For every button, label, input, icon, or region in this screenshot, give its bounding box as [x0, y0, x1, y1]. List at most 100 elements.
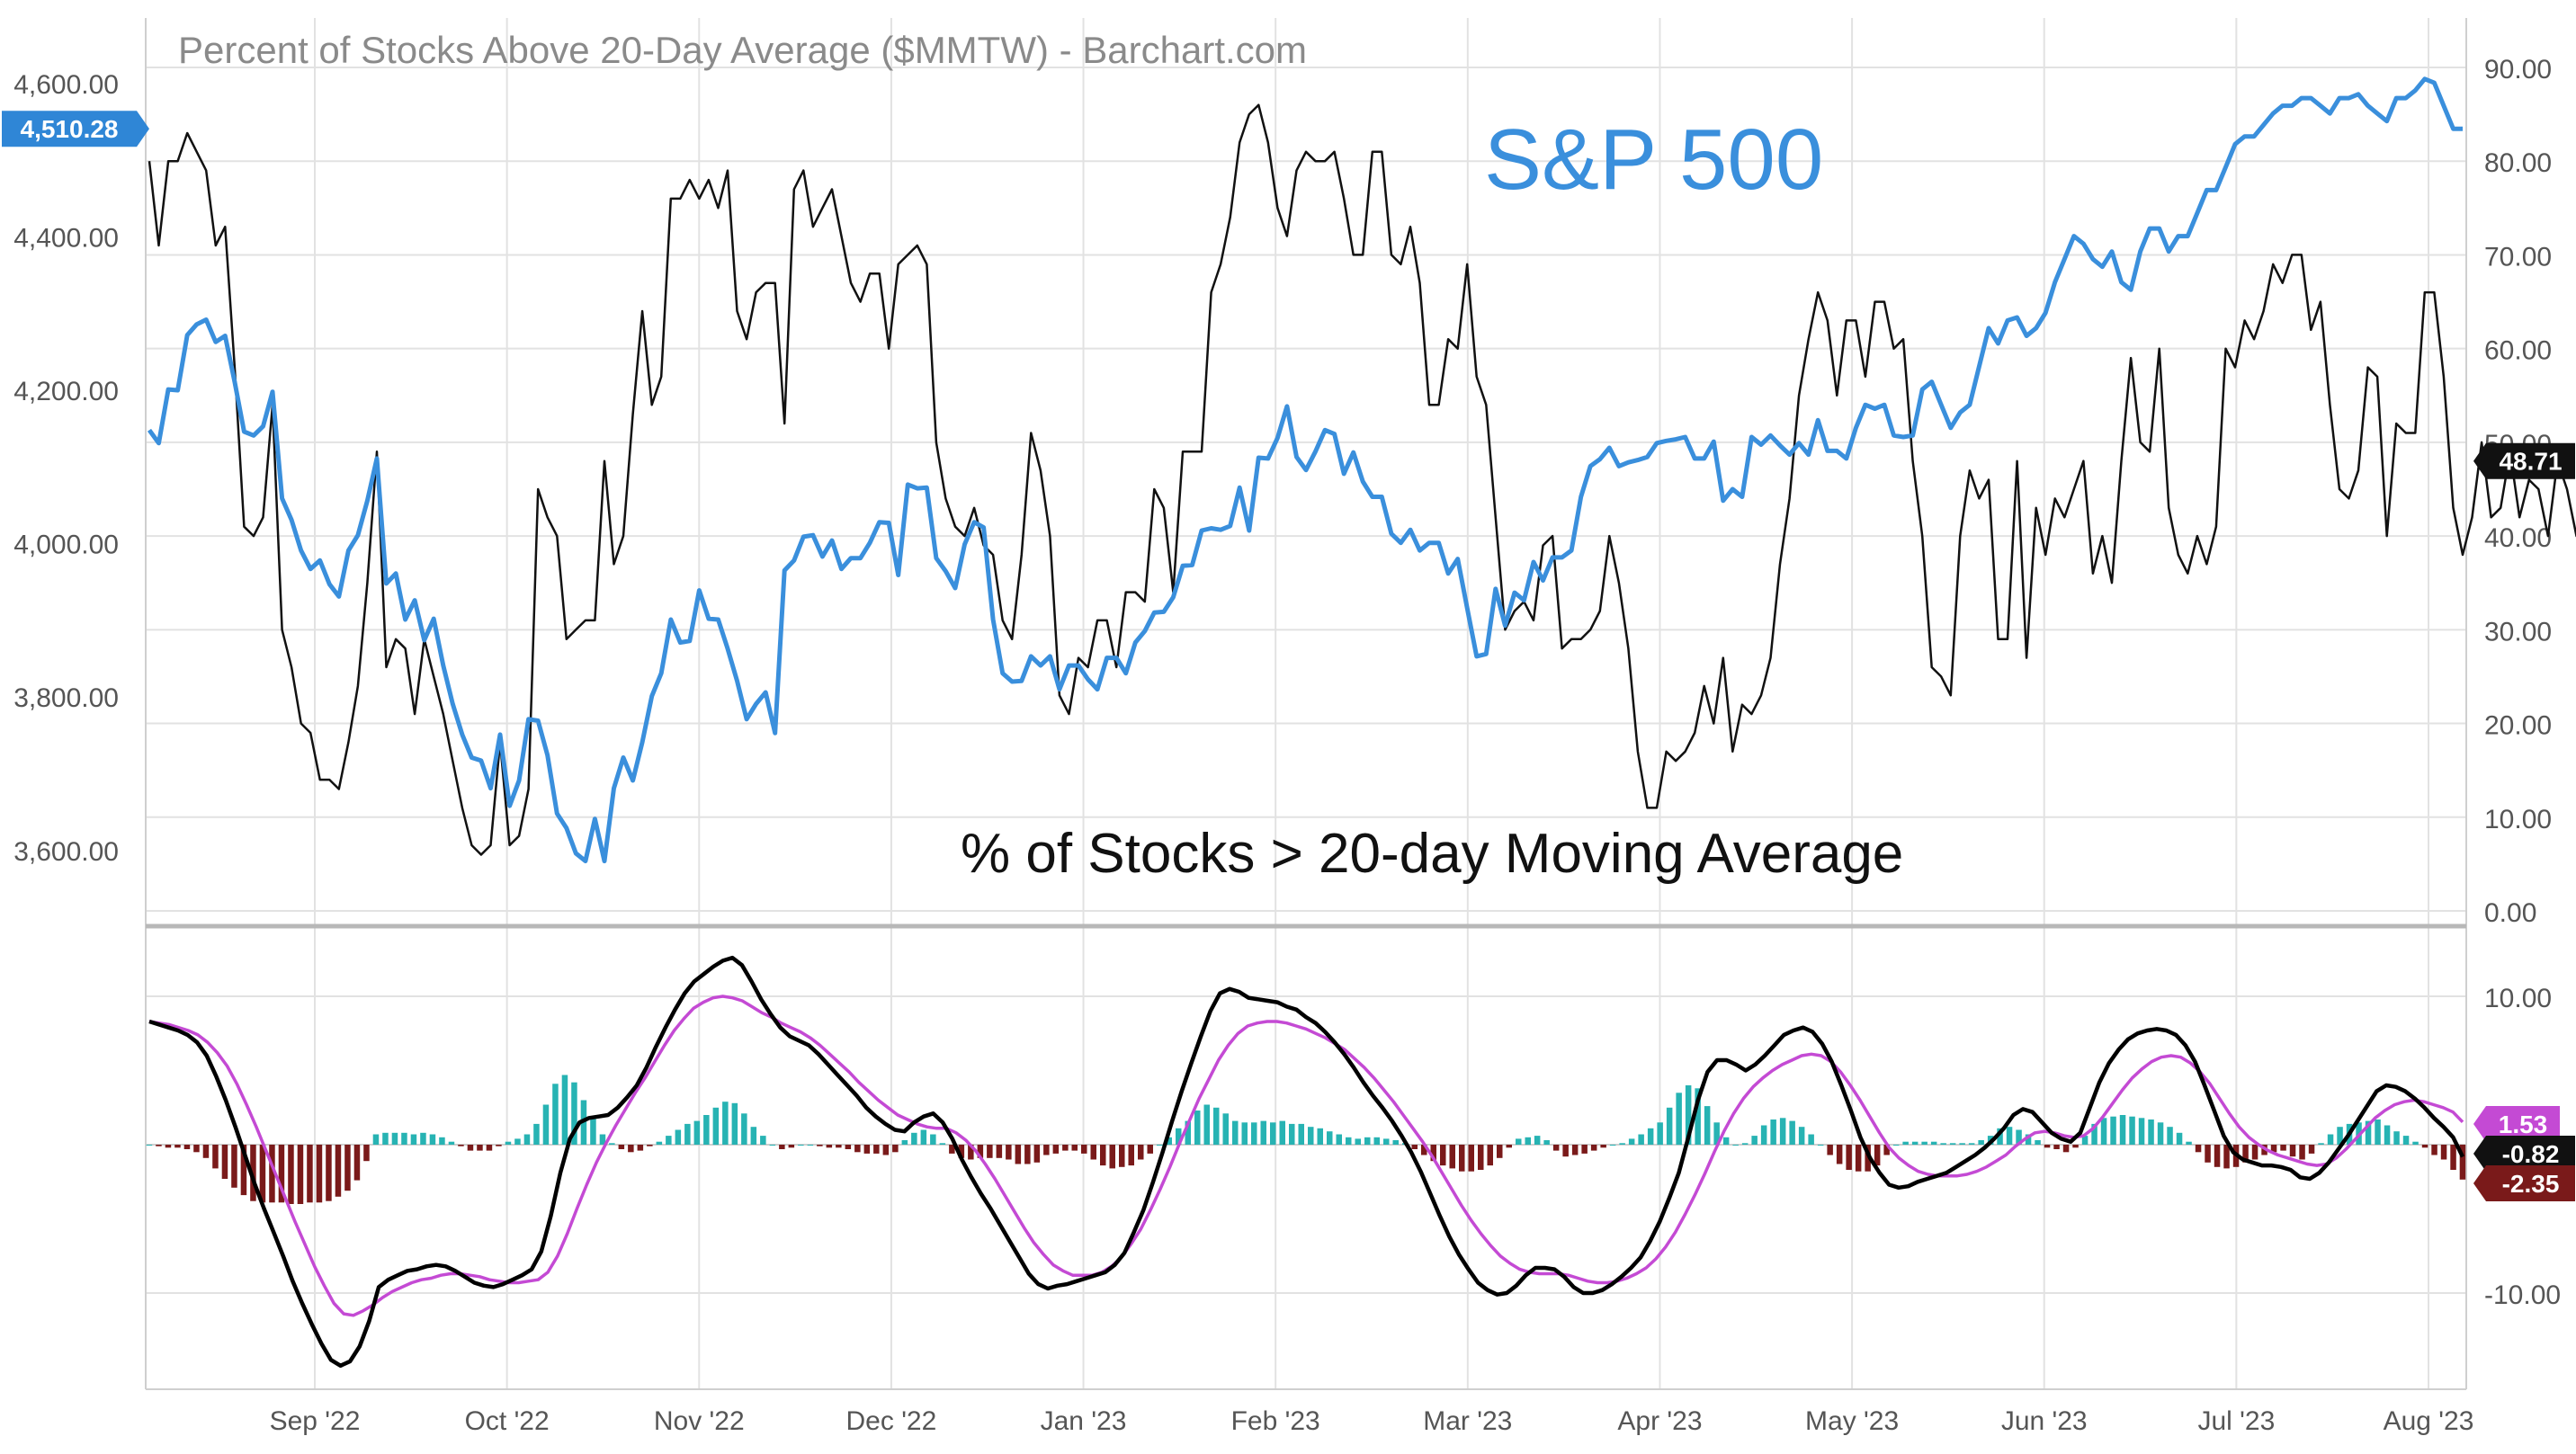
histogram-bar — [2016, 1129, 2022, 1145]
histogram-bar — [477, 1145, 483, 1151]
histogram-bar — [693, 1120, 701, 1145]
left-tick-label: 4,400.00 — [13, 224, 119, 254]
histogram-bar — [1959, 1143, 1965, 1145]
histogram-bar — [1138, 1145, 1144, 1160]
histogram-bar — [741, 1113, 747, 1145]
left-tick-label: 4,200.00 — [13, 377, 119, 406]
histogram-bar — [2100, 1118, 2107, 1145]
value-label-layer: 4,510.28 48.71 1.53-0.82-2.35 — [2, 111, 2575, 1201]
histogram-bar — [769, 1145, 776, 1146]
histogram-bar — [231, 1145, 237, 1188]
histogram-bar — [174, 1145, 181, 1148]
histogram-bar — [221, 1145, 228, 1179]
x-tick-label: Oct '22 — [465, 1406, 550, 1436]
right-tick-label: 80.00 — [2484, 148, 2552, 178]
histogram-bar — [2337, 1127, 2343, 1145]
right-tick-label: 40.00 — [2484, 523, 2552, 553]
histogram-bar — [1685, 1085, 1692, 1145]
histogram-bar — [1628, 1138, 1635, 1145]
right-tick-label: 20.00 — [2484, 711, 2552, 741]
histogram-bar — [2148, 1119, 2154, 1145]
sp500-value-badge-bg — [2, 111, 149, 147]
histogram-bar — [826, 1145, 833, 1148]
histogram-bar — [1883, 1145, 1890, 1155]
x-tick-label: Jan '23 — [1041, 1406, 1127, 1436]
histogram-bar — [760, 1136, 766, 1145]
macd-value-badge: -0.82 — [2473, 1136, 2575, 1172]
histogram-bar — [1459, 1145, 1465, 1172]
histogram-bar — [2025, 1134, 2032, 1145]
histogram-bar — [666, 1136, 672, 1145]
histogram-bar — [1478, 1145, 1484, 1170]
annotation-percent-stocks: % of Stocks > 20-day Moving Average — [961, 823, 1903, 885]
histogram-bar — [788, 1145, 795, 1148]
histogram-bar — [269, 1145, 275, 1203]
right-tick-label: 70.00 — [2484, 242, 2552, 272]
histogram-bar — [278, 1145, 285, 1203]
histogram-bar — [731, 1102, 738, 1145]
annotation-sp500: S&P 500 — [1484, 112, 1823, 208]
histogram-bar — [1166, 1137, 1172, 1146]
histogram-bar — [2384, 1125, 2391, 1145]
histogram-bar — [193, 1145, 200, 1153]
histogram-bar — [977, 1145, 984, 1158]
series-line-percent-above-20day — [148, 103, 2576, 856]
histogram-value-badge-bg — [2473, 1165, 2575, 1201]
histogram-bar — [2176, 1132, 2183, 1145]
histogram-bar — [1109, 1145, 1115, 1169]
histogram-bar — [1892, 1145, 1900, 1146]
histogram-bar — [1373, 1137, 1380, 1146]
percent-value-badge-text: 48.71 — [2499, 448, 2562, 476]
histogram-bar — [1298, 1123, 1304, 1145]
histogram-bar — [1590, 1145, 1597, 1151]
histogram-bar — [1940, 1143, 1946, 1145]
histogram-bar — [297, 1145, 304, 1204]
histogram-bar — [1279, 1120, 1285, 1145]
histogram-bar — [1609, 1145, 1616, 1146]
histogram-bar — [854, 1145, 861, 1153]
right-tick-label: 30.00 — [2484, 617, 2552, 647]
percent-value-badge: 48.71 — [2473, 442, 2575, 479]
histogram-bar — [202, 1145, 210, 1158]
histogram-bar — [183, 1145, 191, 1149]
histogram-bar — [647, 1145, 653, 1146]
histogram-bar — [892, 1145, 899, 1153]
chart-title: Percent of Stocks Above 20-Day Average (… — [178, 29, 1307, 71]
histogram-bar — [1741, 1143, 1749, 1145]
series-line-sp500 — [147, 76, 2463, 864]
histogram-bar — [845, 1145, 852, 1149]
histogram-bar — [1411, 1145, 1418, 1149]
histogram-bar — [1647, 1128, 1654, 1145]
histogram-bar — [628, 1145, 634, 1153]
histogram-bar — [2035, 1140, 2041, 1145]
histogram-bar — [448, 1141, 455, 1145]
histogram-bar — [1364, 1137, 1371, 1146]
grid-layer — [146, 18, 2466, 1389]
histogram-bar — [2318, 1143, 2324, 1145]
histogram-bar — [2119, 1115, 2126, 1145]
macd-histogram — [146, 1075, 2466, 1204]
histogram-bar — [496, 1145, 502, 1146]
histogram-bar — [1006, 1145, 1012, 1160]
macd-tick-label: -10.00 — [2484, 1280, 2561, 1310]
histogram-bar — [2138, 1118, 2145, 1145]
histogram-bar — [363, 1145, 370, 1162]
x-tick-label: Nov '22 — [654, 1406, 745, 1436]
histogram-bar — [609, 1143, 615, 1145]
histogram-bar — [571, 1082, 577, 1145]
macd-line — [148, 955, 2465, 1369]
histogram-bar — [344, 1145, 351, 1191]
histogram-bar — [1666, 1107, 1673, 1146]
histogram-bar — [353, 1145, 361, 1181]
histogram-bar — [1062, 1145, 1069, 1151]
histogram-bar — [1581, 1145, 1588, 1154]
histogram-bar — [467, 1145, 474, 1151]
histogram-bar — [2223, 1145, 2230, 1169]
histogram-bar — [156, 1145, 162, 1146]
histogram-bar — [2270, 1145, 2277, 1153]
percent-value-badge-bg — [2473, 442, 2575, 479]
histogram-bar — [1525, 1137, 1531, 1146]
signal-value-badge-text: 1.53 — [2499, 1111, 2548, 1138]
histogram-bar — [949, 1145, 955, 1154]
histogram-bar — [561, 1075, 568, 1145]
